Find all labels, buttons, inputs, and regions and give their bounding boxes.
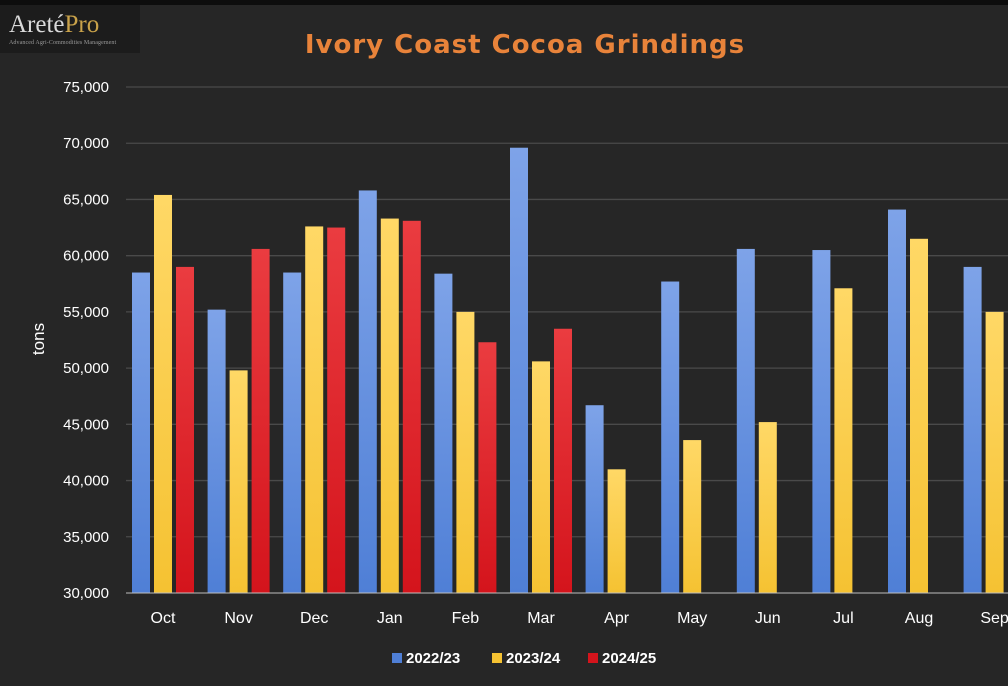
legend-swatch xyxy=(588,653,598,663)
y-tick-label: 30,000 xyxy=(63,585,109,602)
x-tick-label: Jul xyxy=(833,610,853,627)
y-axis-label: tons xyxy=(29,323,48,355)
bar-2022-23-may xyxy=(661,281,680,593)
y-tick-label: 45,000 xyxy=(63,416,109,433)
y-tick-label: 70,000 xyxy=(63,135,109,152)
bar-series xyxy=(132,147,1004,594)
legend: 2022/23 2023/24 2024/25 xyxy=(392,650,656,667)
bar-2024-25-jan xyxy=(402,220,421,593)
bar-2024-25-mar xyxy=(554,328,572,593)
x-tick-label: Jan xyxy=(377,610,403,627)
y-tick-label: 50,000 xyxy=(63,360,109,377)
bar-2022-23-jun xyxy=(736,248,755,594)
x-tick-label: Sep xyxy=(980,610,1008,627)
bar-2023-24-jan xyxy=(380,218,399,593)
bar-2023-24-oct xyxy=(154,194,172,594)
x-tick-label: Feb xyxy=(452,610,480,627)
legend-label: 2024/25 xyxy=(602,650,656,667)
bar-2024-25-dec xyxy=(327,227,346,594)
x-tick-label: Oct xyxy=(151,610,176,627)
bar-2022-23-jan xyxy=(358,190,377,593)
y-tick-label: 35,000 xyxy=(63,529,109,546)
bar-2023-24-nov xyxy=(229,370,248,593)
bar-2023-24-jun xyxy=(758,422,777,593)
bar-2022-23-feb xyxy=(434,273,453,593)
bar-2023-24-jul xyxy=(834,288,853,593)
legend-swatch xyxy=(492,653,502,663)
y-tick-label: 60,000 xyxy=(63,248,109,265)
bar-2022-23-aug xyxy=(888,209,906,593)
bar-2023-24-apr xyxy=(607,469,626,593)
x-tick-label: Aug xyxy=(905,610,933,627)
bar-2023-24-feb xyxy=(456,311,475,593)
legend-label: 2022/23 xyxy=(406,650,460,667)
bar-2024-25-oct xyxy=(176,266,194,593)
aretepro-logo: AretéPro Advanced Agri-Commodities Manag… xyxy=(0,5,140,53)
bar-2022-23-mar xyxy=(510,147,528,593)
x-tick-label: Mar xyxy=(527,610,555,627)
bar-2023-24-sep xyxy=(985,311,1004,593)
bar-2024-25-nov xyxy=(251,248,270,594)
y-tick-label: 65,000 xyxy=(63,191,109,208)
x-tick-label: Apr xyxy=(604,610,630,627)
bar-2022-23-nov xyxy=(207,309,226,593)
legend-label: 2023/24 xyxy=(506,650,561,667)
y-tick-label: 75,000 xyxy=(63,79,109,96)
bar-2022-23-sep xyxy=(963,266,982,593)
bar-2023-24-aug xyxy=(910,238,928,594)
bar-2022-23-dec xyxy=(283,272,302,593)
bar-2022-23-apr xyxy=(585,405,604,593)
y-axis-ticks: 30,000 35,000 40,000 45,000 50,000 55,000 60,0… xyxy=(63,79,109,602)
x-tick-label: Jun xyxy=(755,610,781,627)
bar-2022-23-oct xyxy=(132,272,150,593)
x-axis-ticks: Oct Nov Dec Jan Feb Mar Apr May Jun Jul Aug Sep xyxy=(151,610,1008,627)
x-tick-label: Dec xyxy=(300,610,328,627)
y-tick-label: 55,000 xyxy=(63,304,109,321)
chart-title: Ivory Coast Cocoa Grindings xyxy=(305,30,745,60)
bar-2024-25-feb xyxy=(478,342,497,593)
x-tick-label: May xyxy=(677,610,707,627)
bar-2023-24-may xyxy=(683,440,702,593)
bar-2023-24-dec xyxy=(305,226,324,594)
logo-tagline: Advanced Agri-Commodities Management xyxy=(9,40,117,46)
legend-swatch xyxy=(392,653,402,663)
y-tick-label: 40,000 xyxy=(63,473,109,490)
bar-2022-23-jul xyxy=(812,250,831,594)
bar-2023-24-mar xyxy=(532,361,550,593)
x-tick-label: Nov xyxy=(224,610,252,627)
top-border xyxy=(0,0,1008,5)
logo-wordmark: AretéPro xyxy=(9,11,100,38)
